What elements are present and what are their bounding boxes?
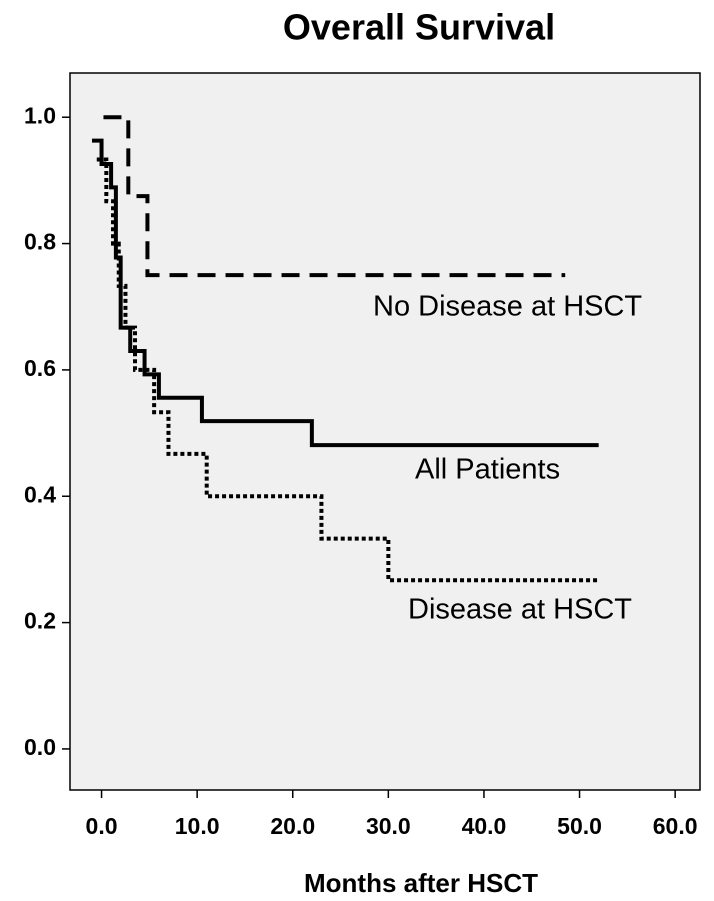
- curve-label: No Disease at HSCT: [373, 291, 642, 323]
- chart-title: Overall Survival: [283, 7, 555, 48]
- x-tick-label: 20.0: [270, 813, 315, 839]
- x-tick-label: 60.0: [653, 813, 698, 839]
- x-tick-label: 40.0: [462, 813, 507, 839]
- plot-area: [69, 72, 701, 791]
- y-tick-label: 1.0: [24, 102, 56, 128]
- y-tick-label: 0.4: [24, 481, 56, 507]
- y-tick-label: 0.6: [24, 355, 56, 381]
- survival-curve: [91, 138, 599, 448]
- x-tick-label: 10.0: [175, 813, 220, 839]
- y-tick-label: 0.0: [24, 734, 56, 760]
- survival-curve: [96, 157, 599, 583]
- y-tick-label: 0.2: [24, 608, 56, 634]
- y-tick-label: 0.8: [24, 229, 56, 255]
- x-axis-label: Months after HSCT: [304, 868, 538, 898]
- curve-label: Disease at HSCT: [408, 594, 632, 626]
- curve-label: All Patients: [415, 454, 560, 486]
- survival-curve: [103, 115, 566, 278]
- x-tick-label: 50.0: [557, 813, 602, 839]
- x-tick-label: 0.0: [86, 813, 118, 839]
- x-tick-label: 30.0: [366, 813, 411, 839]
